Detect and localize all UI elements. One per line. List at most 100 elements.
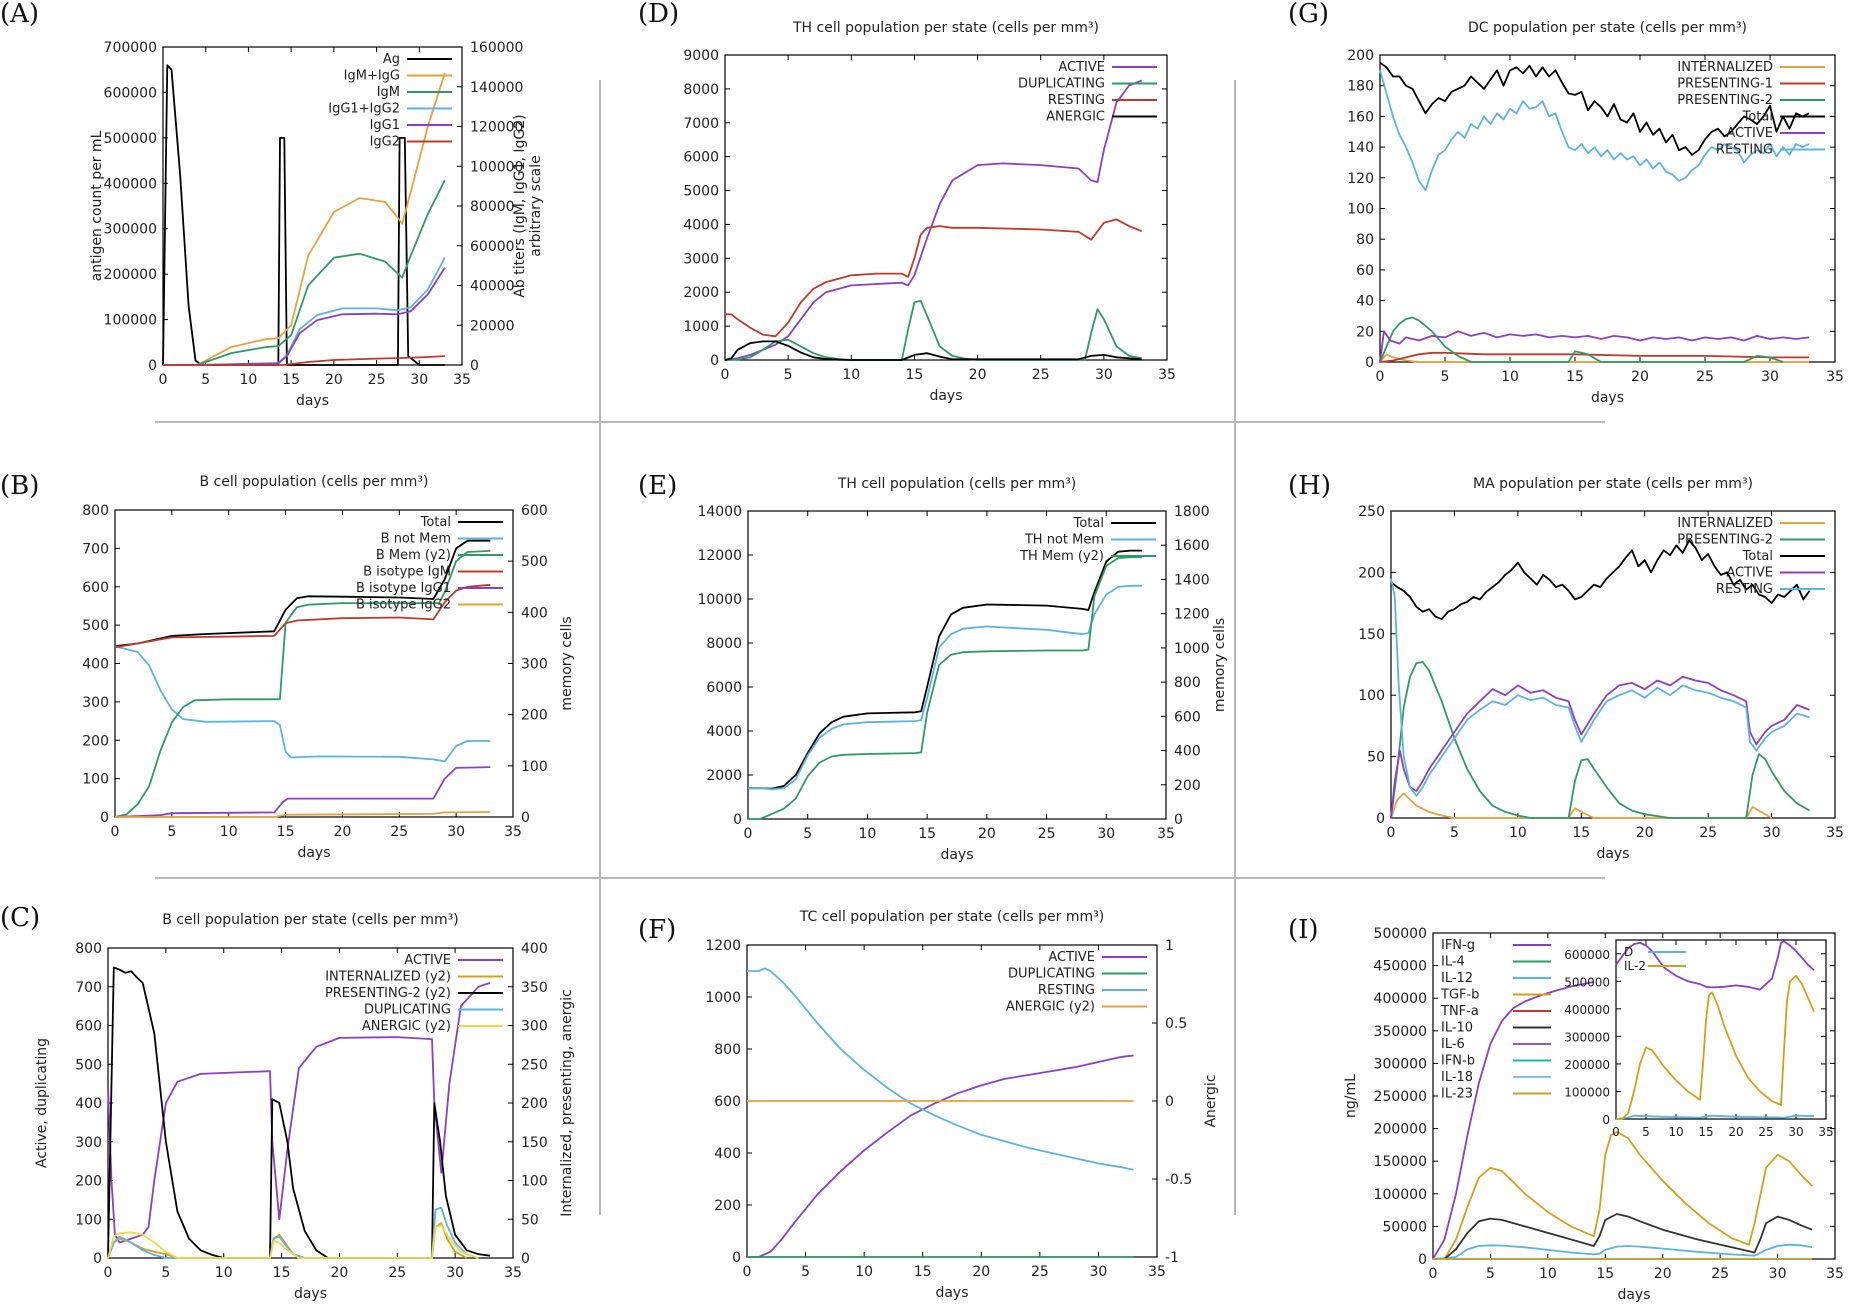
panel-i-ytick-label: 300000 [1374, 1056, 1427, 1072]
panel-i-label: (I) [1288, 915, 1319, 945]
panel-b-y2tick-label: 600 [521, 503, 548, 519]
panel-g-ytick-label: 20 [1356, 324, 1374, 340]
panel-c-y2tick-label: 100 [521, 1174, 548, 1190]
panel-c-xtick-label: 10 [215, 1265, 233, 1281]
panel-b-series-b-isotype-igg2 [115, 811, 491, 818]
panel-i-series-il-10 [1433, 1213, 1813, 1260]
panel-f-y2tick-label: -1 [1165, 1250, 1179, 1266]
panel-a-xtick-label: 15 [282, 372, 300, 388]
panel-i-ytick-label: 150000 [1374, 1154, 1427, 1170]
panel-h-ytick-label: 100 [1358, 688, 1385, 704]
panel-c-series-presenting-2-y2 [107, 966, 491, 1259]
panel-e-y2tick-label: 800 [1174, 675, 1201, 691]
panel-a-legend-label: IgG1 [370, 118, 400, 133]
panel-g-ytick-label: 100 [1347, 202, 1374, 218]
panel-g-series-total [1379, 61, 1810, 156]
panel-c-ytick-label: 800 [75, 941, 102, 957]
panel-c-xtick-label: 25 [388, 1265, 406, 1281]
panel-i-ytick-label: 450000 [1374, 959, 1427, 975]
panel-e-label: (E) [638, 471, 677, 501]
panel-c-ytick-label: 400 [75, 1096, 102, 1112]
panel-g-ytick-label: 140 [1347, 140, 1374, 156]
panel-i-legend-label: TNF-a [1440, 1004, 1479, 1019]
panel-a-y2tick-label: 120000 [470, 120, 523, 136]
panel-e-xtick-label: 5 [803, 826, 812, 842]
panel-g-ytick-label: 200 [1347, 48, 1374, 64]
panel-d-ytick-label: 1000 [683, 319, 719, 335]
panel-g-xtick-label: 30 [1761, 369, 1779, 385]
panel-c-xtick-label: 35 [504, 1265, 522, 1281]
panel-c-ytick-label: 500 [75, 1057, 102, 1073]
panel-i-ytick-label: 500000 [1374, 926, 1427, 942]
panel-d-xtick-label: 5 [784, 367, 793, 383]
panel-e-legend-label: TH not Mem [1024, 533, 1104, 548]
panel-g-xtick-label: 15 [1566, 369, 1584, 385]
panel-b-ytick-label: 0 [100, 810, 109, 826]
panel-i-series-tgf-b [1433, 1131, 1813, 1260]
panel-e-y2tick-label: 400 [1174, 744, 1201, 760]
panel-e-legend-label: TH Mem (y2) [1019, 549, 1104, 564]
panel-g-legend-label: Total [1742, 110, 1773, 125]
panel-c-y2tick-label: 50 [521, 1212, 539, 1228]
panel-b-xtick-label: 10 [220, 824, 238, 840]
panel-a-ytick-label: 400000 [104, 176, 157, 192]
panel-a-series-igg2 [163, 355, 445, 366]
panel-a-y2tick-label: 0 [470, 358, 479, 374]
panel-g-legend-label: ACTIVE [1726, 126, 1773, 141]
panel-f-xlabel: days [935, 1285, 968, 1301]
panel-d-legend-label: DUPLICATING [1018, 77, 1105, 92]
panel-f-xtick-label: 35 [1148, 1264, 1166, 1280]
panel-h-ytick-label: 150 [1358, 627, 1385, 643]
panel-i-ytick-label: 0 [1418, 1252, 1427, 1268]
panel-d-xtick-label: 20 [969, 367, 987, 383]
panel-c-y2tick-label: 250 [521, 1057, 548, 1073]
panel-a-y2tick-label: 80000 [470, 199, 515, 215]
panel-e-y2tick-label: 1600 [1174, 538, 1210, 554]
panel-a-xtick-label: 5 [201, 372, 210, 388]
panel-c-ytick-label: 0 [93, 1251, 102, 1267]
panel-b-legend-label: B not Mem [381, 532, 451, 547]
panel-f-y2tick-label: 1 [1165, 938, 1174, 954]
panel-a-ytick-label: 200000 [104, 267, 157, 283]
panel-b-ytick-label: 500 [82, 618, 109, 634]
panel-h-xtick-label: 20 [1636, 825, 1654, 841]
panel-b-y2tick-label: 100 [521, 759, 548, 775]
panel-f-ytick-label: 0 [732, 1250, 741, 1266]
panel-g-legend-label: PRESENTING-2 [1677, 93, 1773, 108]
panel-h-legend-label: RESTING [1716, 582, 1773, 597]
panel-a-xtick-label: 0 [159, 372, 168, 388]
panel-a-label: (A) [0, 0, 39, 29]
panel-a-legend-label: IgG2 [370, 135, 400, 150]
panel-i-ytick-label: 200000 [1374, 1122, 1427, 1138]
panel-d-series-resting [725, 218, 1143, 338]
panel-g-title: DC population per state (cells per mm³) [1468, 20, 1747, 36]
panel-i-legend-label: IL-18 [1441, 1070, 1473, 1085]
panel-a-xtick-label: 20 [325, 372, 343, 388]
panel-g: (G) DC population per state (cells per mm… [1288, 0, 1844, 406]
panel-f-xtick-label: 20 [972, 1264, 990, 1280]
panel-i-xtick-label: 20 [1654, 1266, 1672, 1282]
panel-i-inset-xtick-label: 20 [1728, 1125, 1743, 1139]
panel-f-ytick-label: 200 [714, 1198, 741, 1214]
panel-b-xtick-label: 30 [447, 824, 465, 840]
panel-h-xlabel: days [1596, 846, 1629, 862]
panel-d-label: (D) [638, 0, 679, 29]
panel-b-y2tick-label: 300 [521, 657, 548, 673]
panel-a-xtick-label: 10 [240, 372, 258, 388]
panel-h-xtick-label: 5 [1450, 825, 1459, 841]
panel-h-legend-label: PRESENTING-2 [1677, 533, 1773, 548]
panel-e-y2tick-label: 1800 [1174, 504, 1210, 520]
panel-i-legend-label: IL-6 [1441, 1037, 1465, 1052]
panel-a-ytick-label: 600000 [104, 85, 157, 101]
panel-i-inset-ytick-label: 500000 [1564, 975, 1610, 989]
panel-h-xtick-label: 0 [1387, 825, 1396, 841]
panel-h-series-active [1390, 675, 1810, 819]
panel-e-xtick-label: 15 [918, 826, 936, 842]
panel-c-ytick-label: 600 [75, 1019, 102, 1035]
panel-c-legend-label: DUPLICATING [364, 1003, 451, 1018]
panel-d-title: TH cell population per state (cells per … [792, 20, 1099, 36]
panel-i-inset-plot-frame [1615, 939, 1827, 1120]
panel-d-ytick-label: 2000 [683, 285, 719, 301]
panel-c-series-anergic-y2 [107, 1224, 479, 1259]
panel-b-series-b-isotype-igm [114, 583, 491, 649]
